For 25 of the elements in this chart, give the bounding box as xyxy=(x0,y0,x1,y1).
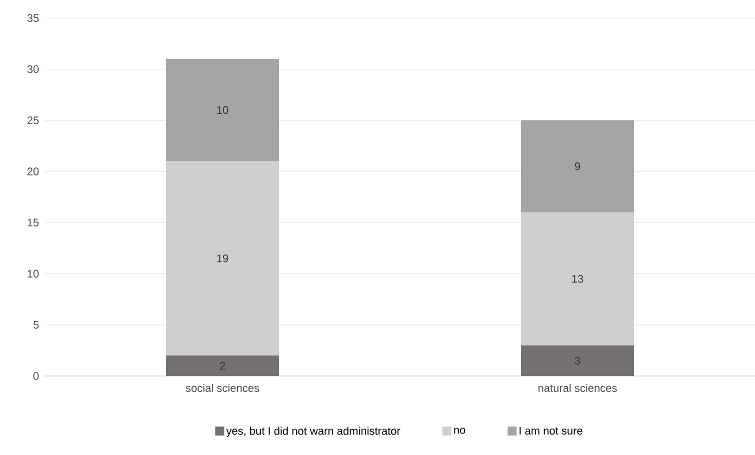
y-tick-label: 30 xyxy=(27,65,39,74)
y-tick-label: 0 xyxy=(33,372,39,380)
y-tick-label: 25 xyxy=(27,116,39,124)
y-tick-label: 35 xyxy=(27,14,39,22)
data-label: 10 xyxy=(217,106,228,114)
x-tick-label: social sciences xyxy=(186,384,260,392)
y-tick-label: 15 xyxy=(28,218,39,226)
legend-label: no xyxy=(454,428,466,434)
bar xyxy=(521,212,634,346)
data-label: 9 xyxy=(574,162,580,170)
bar xyxy=(166,161,280,356)
y-tick-label: 5 xyxy=(33,321,39,329)
bar xyxy=(166,58,280,162)
x-tick-label: natural sciences xyxy=(538,384,617,392)
bar xyxy=(166,356,280,376)
data-label: 2 xyxy=(220,362,226,370)
y-tick-label: 10 xyxy=(28,270,39,278)
data-label: 3 xyxy=(574,356,580,365)
data-label: 19 xyxy=(217,254,228,262)
legend-label: I am not sure xyxy=(520,426,582,435)
legend-label: yes, but I did not warn administrator xyxy=(226,426,400,437)
bar xyxy=(521,120,634,212)
data-label: 13 xyxy=(572,274,584,283)
bar xyxy=(521,345,634,376)
y-tick-label: 20 xyxy=(27,168,39,176)
